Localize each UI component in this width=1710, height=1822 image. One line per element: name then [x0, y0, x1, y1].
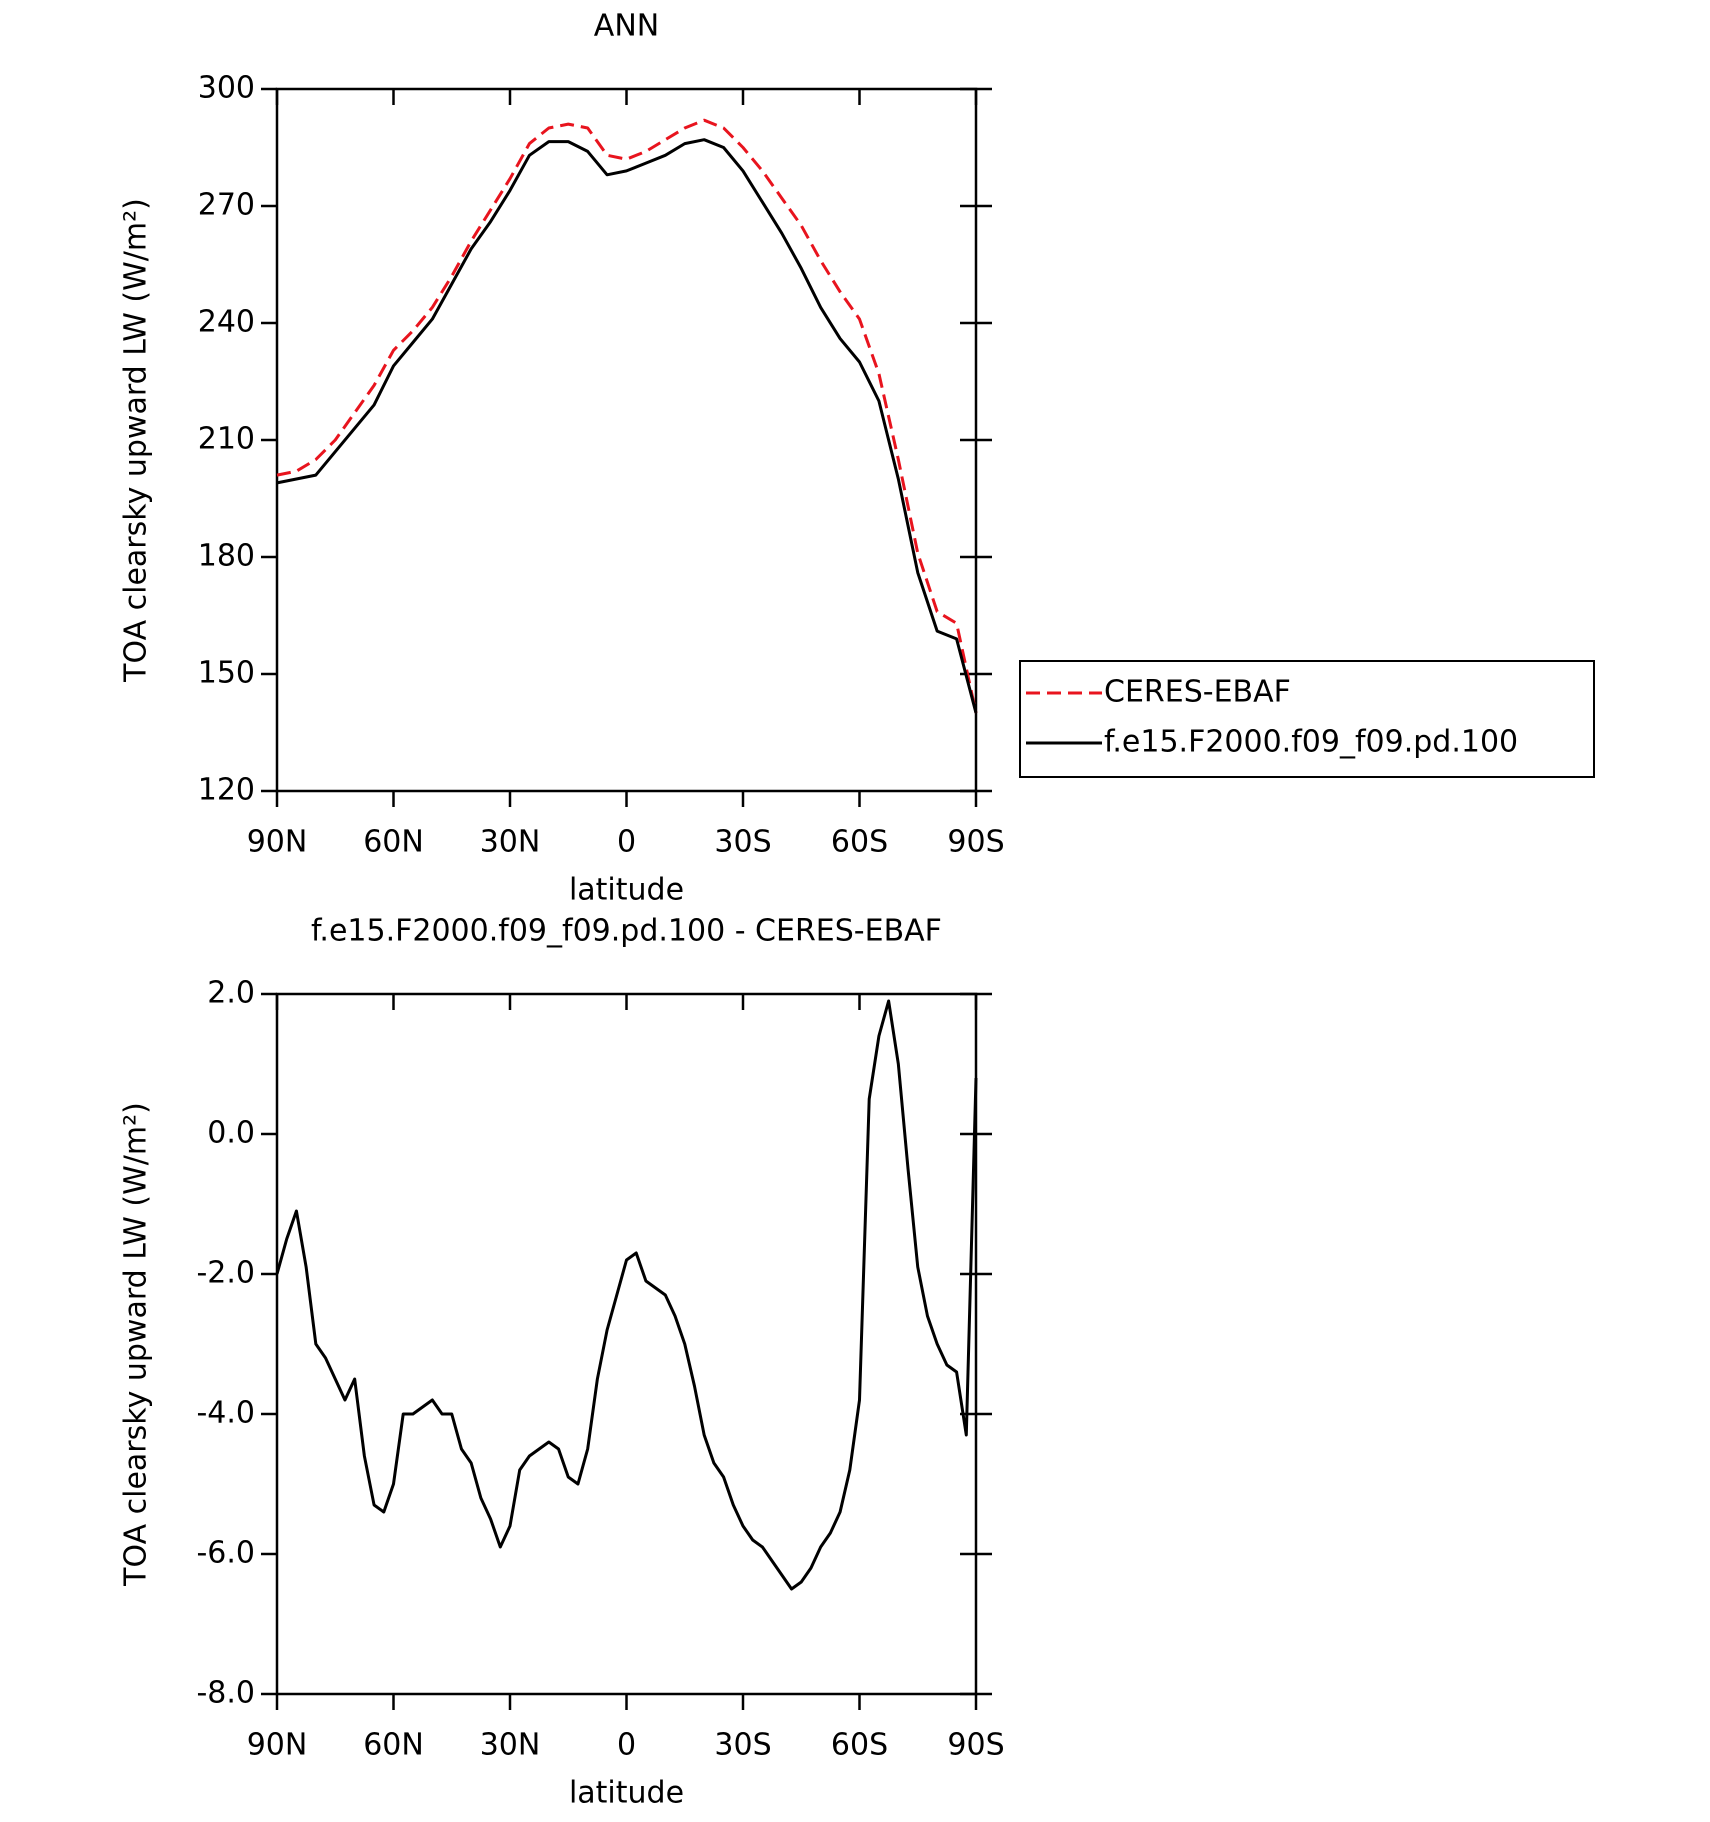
legend-label: CERES-EBAF	[1104, 675, 1291, 710]
x-tick-label: 0	[617, 1728, 636, 1763]
x-tick-label: 30S	[714, 1728, 771, 1763]
legend-label: f.e15.F2000.f09_f09.pd.100	[1104, 725, 1518, 760]
y-tick-label: -4.0	[196, 1396, 255, 1431]
y-tick-label: 300	[198, 71, 255, 106]
legend-box	[1019, 660, 1595, 778]
data-line	[276, 118, 978, 714]
chart-title: f.e15.F2000.f09_f09.pd.100 - CERES-EBAF	[311, 914, 942, 949]
y-tick-label: 120	[198, 773, 255, 808]
x-tick-label: 30N	[480, 825, 541, 860]
plot-frame	[275, 87, 978, 793]
plot-frame	[275, 992, 978, 1696]
x-tick-label: 60N	[363, 825, 424, 860]
y-tick-label: 0.0	[207, 1116, 255, 1151]
x-axis-label: latitude	[569, 1776, 684, 1811]
y-tick-label: 180	[198, 539, 255, 574]
x-tick-label: 90N	[247, 1728, 308, 1763]
x-tick-label: 90S	[947, 825, 1004, 860]
y-tick-label: 150	[198, 656, 255, 691]
x-axis-label: latitude	[569, 873, 684, 908]
x-tick-label: 60S	[831, 825, 888, 860]
chart-title: ANN	[594, 9, 659, 44]
y-axis-label: TOA clearsky upward LW (W/m²)	[119, 198, 154, 683]
y-axis-label: TOA clearsky upward LW (W/m²)	[119, 1102, 154, 1587]
x-tick-label: 0	[617, 825, 636, 860]
x-tick-label: 30S	[714, 825, 771, 860]
y-tick-label: -8.0	[196, 1676, 255, 1711]
y-tick-label: 270	[198, 188, 255, 223]
data-line	[275, 999, 978, 1591]
x-tick-label: 60S	[831, 1728, 888, 1763]
x-tick-label: 30N	[480, 1728, 541, 1763]
y-tick-label: 2.0	[207, 976, 255, 1011]
x-tick-label: 60N	[363, 1728, 424, 1763]
data-line	[276, 138, 978, 714]
y-tick-label: 210	[198, 422, 255, 457]
y-tick-label: 240	[198, 305, 255, 340]
y-tick-label: -2.0	[196, 1256, 255, 1291]
y-tick-label: -6.0	[196, 1536, 255, 1571]
x-tick-label: 90N	[247, 825, 308, 860]
x-tick-label: 90S	[947, 1728, 1004, 1763]
